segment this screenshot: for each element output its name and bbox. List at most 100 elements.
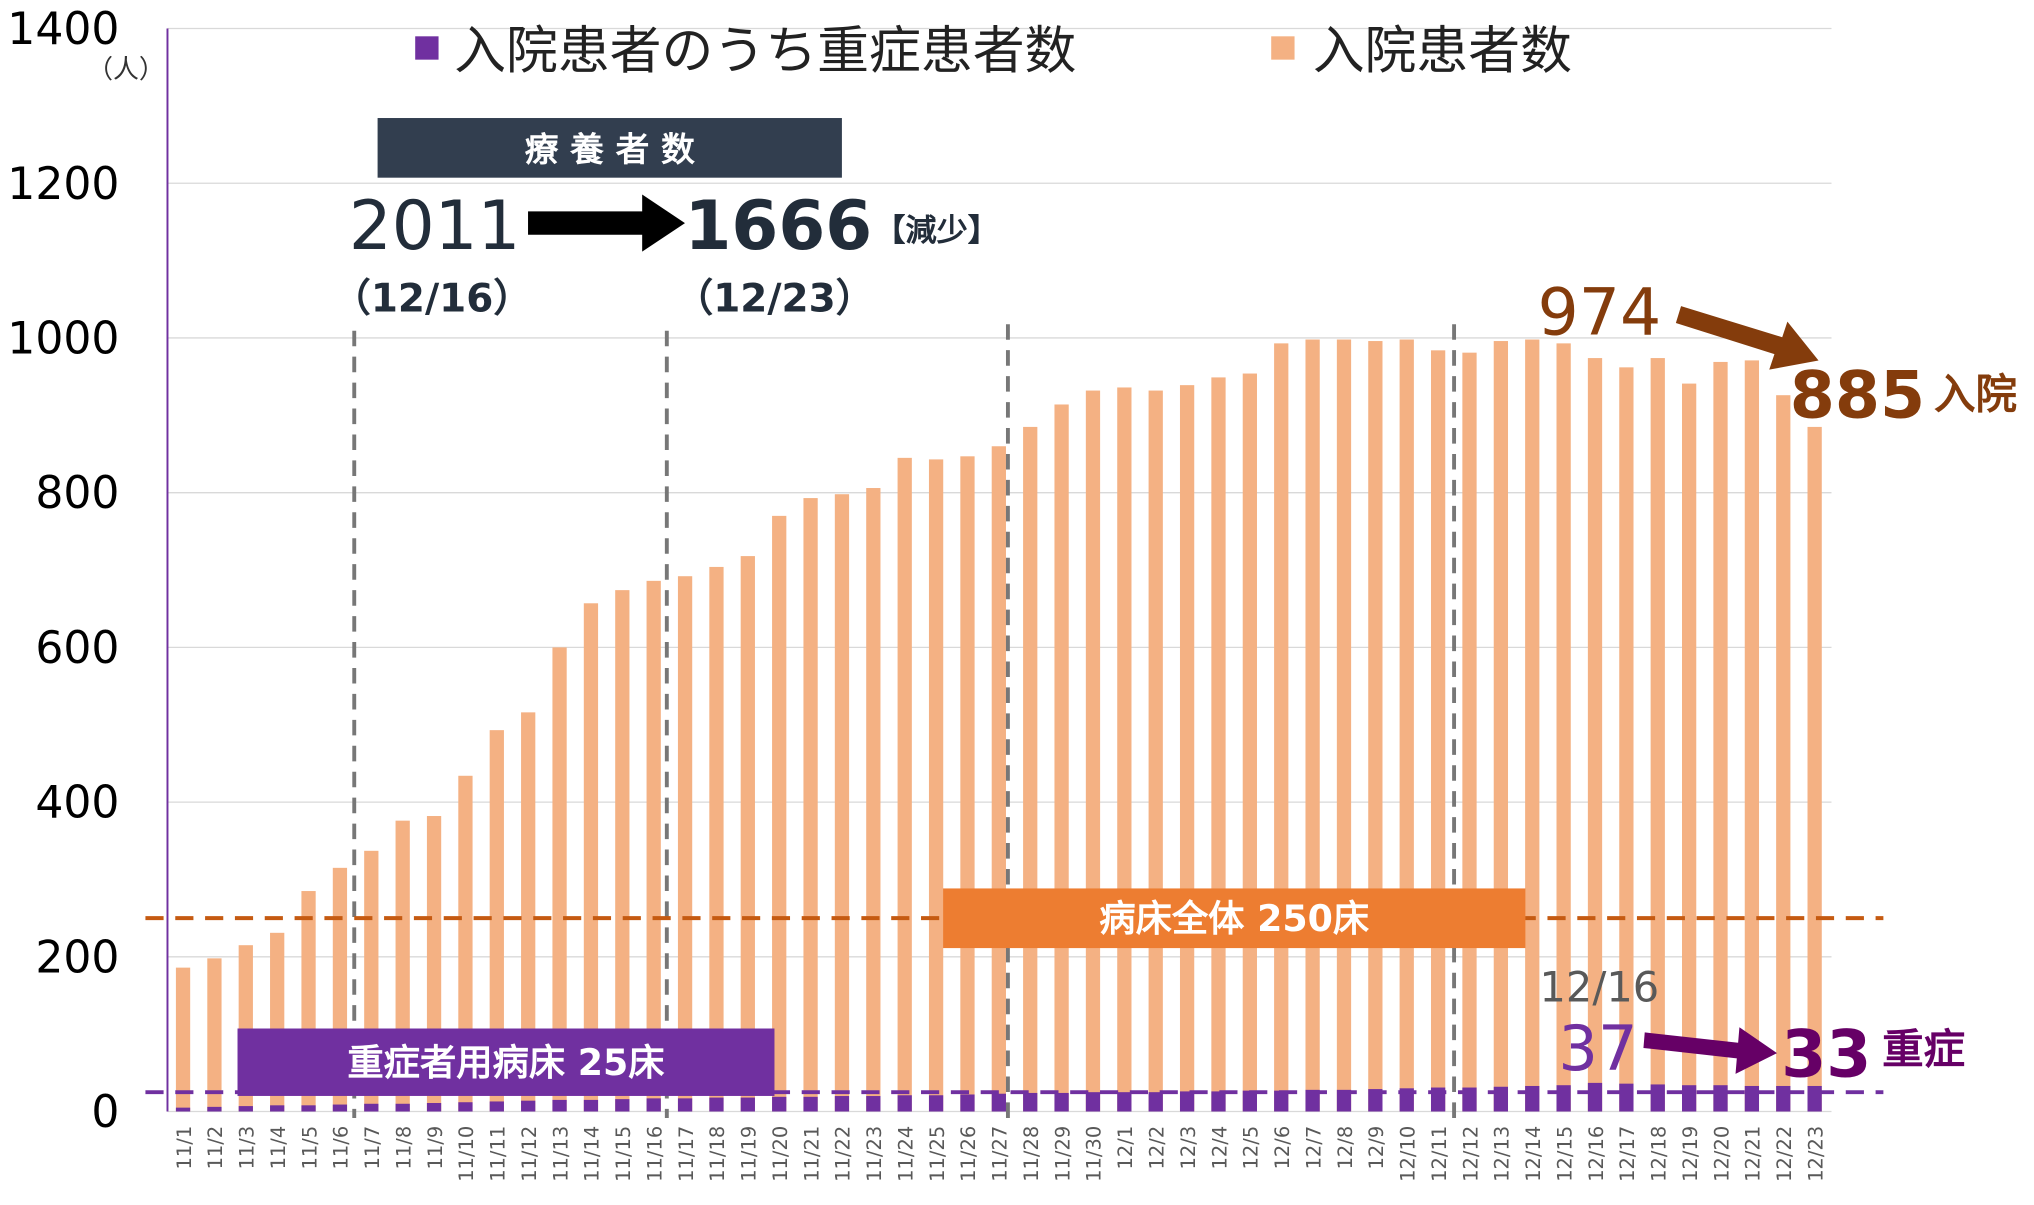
bar (709, 566, 724, 1112)
bar (1462, 352, 1477, 1112)
severe-date: 12/16 (1540, 962, 1660, 1011)
bar (677, 576, 693, 1112)
x-tick-label: 11/6 (330, 1126, 353, 1170)
legend-label: 入院患者数 (1313, 22, 1572, 82)
bar (991, 1093, 1006, 1112)
bar (615, 590, 630, 1112)
x-tick-label: 11/14 (581, 1126, 604, 1182)
legend-swatch (415, 36, 439, 60)
bar (1713, 1085, 1728, 1112)
bar (1242, 373, 1257, 1112)
x-tick-label: 11/27 (989, 1126, 1012, 1182)
legend-swatch (1271, 36, 1295, 60)
bar (521, 712, 536, 1112)
bar (1336, 1089, 1352, 1112)
inpatient-to: 885 (1790, 359, 1925, 434)
bar (866, 1096, 881, 1112)
x-tick-label: 12/7 (1302, 1126, 1325, 1170)
inpatient-label: 入院 (1934, 370, 2017, 419)
x-tick-label: 11/9 (424, 1126, 447, 1170)
vertical-markers (352, 324, 1457, 1118)
bar (1744, 1085, 1760, 1112)
y-tick-label: 1000 (7, 314, 119, 365)
bar (1619, 1083, 1634, 1112)
bar (772, 515, 787, 1112)
from-value: 2011 (349, 186, 521, 265)
bar (1023, 1092, 1038, 1112)
x-tick-label: 12/3 (1177, 1126, 1200, 1170)
x-tick-label: 12/6 (1271, 1126, 1294, 1170)
bar (1650, 358, 1665, 1112)
bar (1085, 1092, 1101, 1112)
box (377, 118, 842, 178)
bar (897, 457, 912, 1112)
x-tick-label: 12/23 (1804, 1126, 1827, 1182)
bar (740, 556, 755, 1112)
bar (866, 488, 881, 1112)
bar (1179, 385, 1195, 1112)
bar (458, 775, 473, 1112)
x-tick-label: 12/2 (1146, 1126, 1169, 1170)
x-tick-label: 12/13 (1491, 1126, 1514, 1182)
x-tick-label: 12/8 (1334, 1126, 1357, 1170)
bar (803, 1096, 818, 1112)
x-tick-label: 12/15 (1553, 1126, 1576, 1182)
reference-box (943, 888, 1526, 949)
x-tick-label: 12/14 (1522, 1126, 1545, 1182)
bar (489, 1101, 504, 1112)
x-tick-label: 11/16 (643, 1126, 666, 1182)
x-tick-label: 11/25 (926, 1126, 949, 1182)
bar (1274, 343, 1289, 1112)
bar (928, 1095, 944, 1112)
bar (1493, 341, 1509, 1112)
x-tick-label: 11/5 (298, 1126, 321, 1170)
bar (1681, 1085, 1697, 1112)
y-unit: （人） (87, 55, 165, 85)
x-tick-label: 11/21 (800, 1126, 823, 1182)
bar (1054, 1092, 1069, 1112)
y-tick-label: 1200 (7, 159, 119, 210)
bar (960, 456, 975, 1112)
bar (1148, 1092, 1163, 1112)
x-tick-label: 12/17 (1616, 1126, 1639, 1182)
legend: 入院患者のうち重症患者数 入院患者数 (415, 22, 1572, 82)
bar (834, 494, 850, 1112)
bar (1399, 339, 1414, 1112)
reference-label: 重症者用病床 25床 (347, 1041, 665, 1084)
bar (1525, 339, 1540, 1112)
bar (332, 1104, 348, 1112)
legend-label: 入院患者のうち重症患者数 (454, 22, 1076, 82)
bar (1211, 1091, 1226, 1112)
bar (1776, 395, 1791, 1112)
x-tick-label: 11/10 (455, 1126, 478, 1182)
bar (1744, 360, 1760, 1112)
x-tick-label: 12/5 (1240, 1126, 1263, 1170)
reference-box (237, 1028, 775, 1096)
x-tick-label: 11/26 (957, 1126, 980, 1182)
x-tick-label: 12/18 (1648, 1126, 1671, 1182)
bar (583, 1099, 599, 1112)
bar (677, 1098, 693, 1112)
bar (1368, 341, 1383, 1112)
x-tick-label: 11/8 (392, 1126, 415, 1170)
bar (426, 1102, 442, 1112)
bar (301, 1105, 316, 1112)
bar (207, 958, 222, 1112)
inpatient-from: 974 (1537, 276, 1661, 351)
bar (709, 1097, 724, 1112)
x-tick-label: 11/18 (706, 1126, 729, 1182)
bar (1148, 390, 1163, 1112)
bar (740, 1097, 755, 1112)
arrow (528, 194, 685, 252)
bar (1023, 426, 1038, 1112)
bar (960, 1094, 975, 1112)
bar (238, 1106, 253, 1112)
bar (1650, 1084, 1665, 1112)
x-tick-label: 11/29 (1051, 1126, 1074, 1182)
x-tick-label: 11/3 (236, 1126, 259, 1170)
x-tick-label: 11/12 (518, 1126, 541, 1182)
bar (1274, 1090, 1289, 1112)
severe-label: 重症 (1882, 1025, 1965, 1074)
bar (615, 1099, 630, 1112)
